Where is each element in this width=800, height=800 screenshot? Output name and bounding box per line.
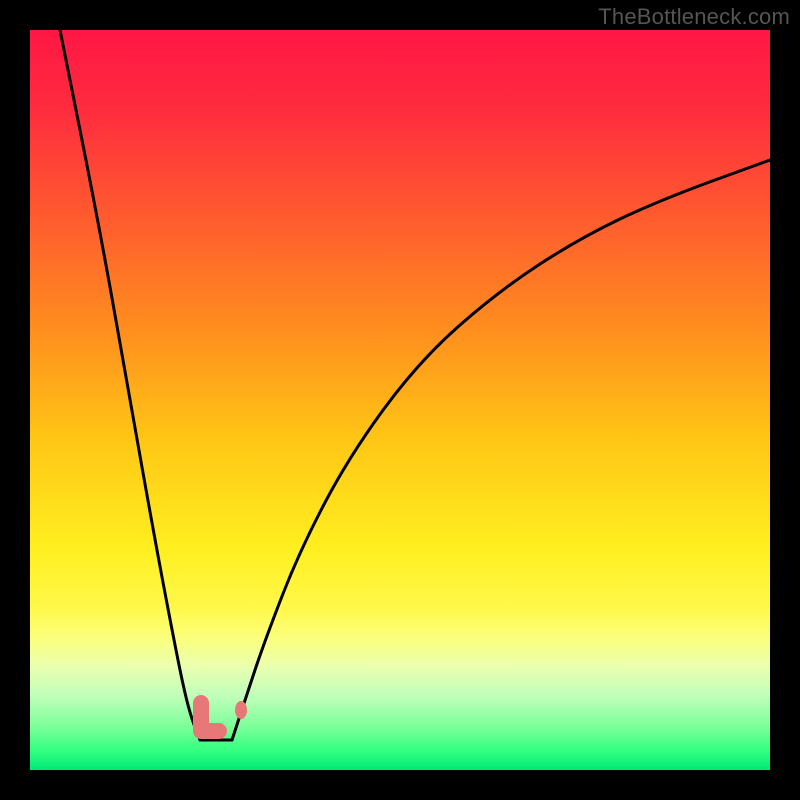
chart-container: TheBottleneck.com — [0, 0, 800, 800]
bottleneck-curve-chart — [0, 0, 800, 800]
valley-marker-dot — [235, 701, 247, 719]
watermark-text: TheBottleneck.com — [598, 4, 790, 30]
plot-background — [30, 30, 770, 770]
